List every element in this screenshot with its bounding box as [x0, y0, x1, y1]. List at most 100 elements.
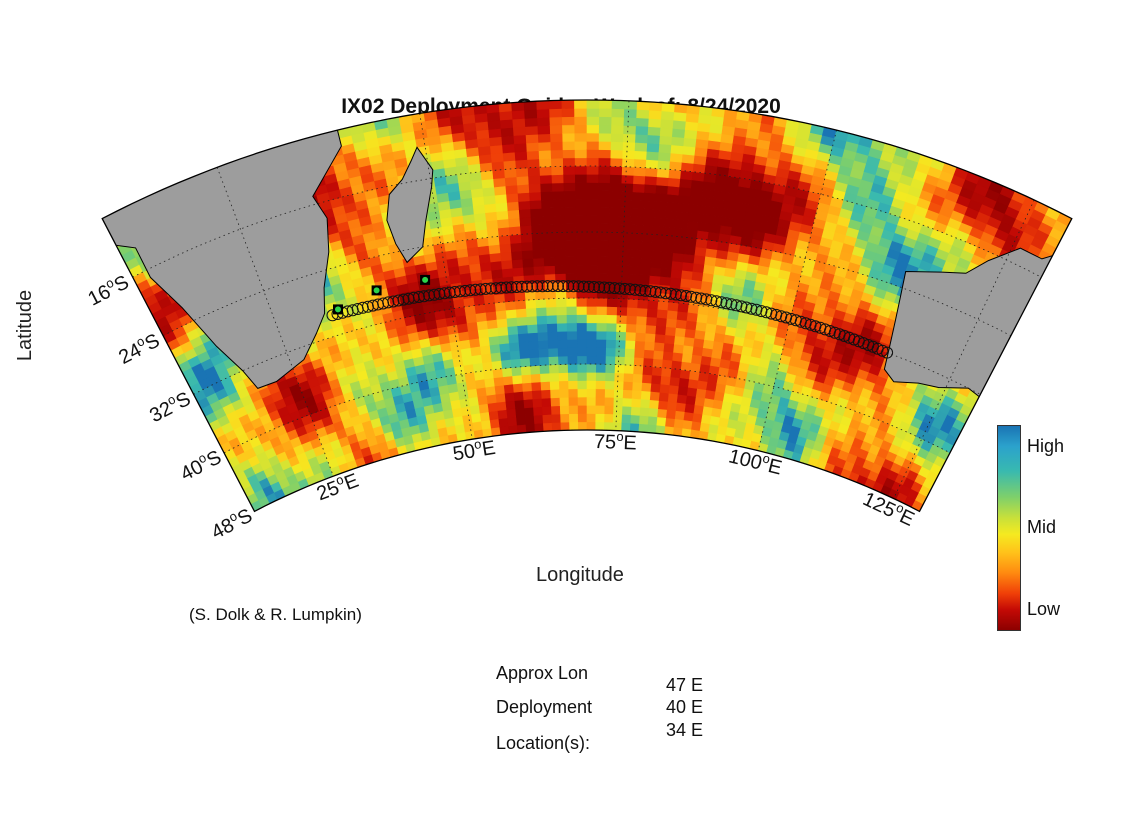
- heatmap-cell: [541, 405, 553, 416]
- heatmap-cell: [485, 211, 498, 222]
- heatmap-cell: [609, 182, 623, 192]
- heatmap-cell: [553, 215, 566, 225]
- heatmap-cell: [614, 355, 626, 366]
- heatmap-cell: [636, 109, 650, 119]
- heatmap-cell: [638, 423, 649, 433]
- heatmap-cell: [527, 332, 539, 342]
- heatmap-cell: [504, 168, 518, 179]
- heatmap-cell: [484, 203, 497, 214]
- heatmap-cell: [551, 413, 562, 423]
- heatmap-cell: [574, 165, 588, 175]
- heatmap-cell: [598, 165, 611, 175]
- heatmap-cell: [586, 124, 600, 134]
- heatmap-cell: [499, 342, 511, 353]
- heatmap-cell: [608, 240, 621, 250]
- heatmap-cell: [685, 228, 699, 239]
- heatmap-cell: [646, 142, 660, 153]
- heatmap-cell: [468, 254, 481, 265]
- heatmap-cell: [635, 133, 649, 144]
- heatmap-cell: [500, 127, 515, 137]
- heatmap-cell: [640, 249, 653, 260]
- heatmap-cell: [656, 317, 668, 327]
- heatmap-cell: [687, 378, 699, 389]
- heatmap-cell: [614, 364, 626, 374]
- heatmap-cell: [552, 198, 565, 209]
- heatmap-cell: [541, 397, 552, 407]
- heatmap-cell: [552, 190, 565, 200]
- heatmap-cell: [563, 198, 577, 208]
- heatmap-cell: [586, 305, 598, 315]
- heatmap-cell: [677, 203, 690, 214]
- heatmap-cell: [658, 143, 672, 154]
- heatmap-cell: [479, 411, 491, 422]
- heatmap-cell: [482, 186, 496, 197]
- heatmap-cell: [525, 299, 537, 309]
- heatmap-cell: [586, 322, 598, 332]
- heatmap-cell: [574, 100, 588, 109]
- heatmap-cell: [623, 381, 634, 391]
- heatmap-cell: [675, 402, 687, 413]
- heatmap-cell: [545, 298, 557, 308]
- heatmap-cell: [607, 256, 620, 266]
- heatmap-cell: [484, 377, 496, 388]
- heatmap-cell: [598, 116, 613, 126]
- heatmap-cell: [509, 234, 522, 244]
- heatmap-cell: [575, 207, 588, 216]
- heatmap-cell: [532, 249, 545, 259]
- heatmap-cell: [653, 349, 665, 360]
- heatmap-cell: [596, 347, 607, 357]
- heatmap-cell: [607, 289, 619, 299]
- heatmap-cell: [678, 186, 692, 197]
- heatmap-cell: [575, 223, 588, 233]
- heatmap-cell: [623, 108, 638, 119]
- heatmap-cell: [498, 417, 509, 428]
- heatmap-cell: [682, 419, 694, 430]
- heatmap-cell: [586, 100, 600, 109]
- heatmap-cell: [566, 322, 578, 332]
- heatmap-cell: [503, 159, 517, 170]
- heatmap-cell: [550, 141, 564, 151]
- heatmap-cell: [489, 144, 504, 155]
- heatmap-cell: [540, 381, 551, 391]
- heatmap-cell: [472, 204, 486, 215]
- heatmap-cell: [494, 301, 507, 312]
- heatmap-cell: [480, 269, 493, 280]
- heatmap-cell: [564, 231, 577, 241]
- heatmap-cell: [508, 341, 521, 352]
- heatmap-cell: [522, 266, 535, 276]
- heatmap-cell: [537, 116, 551, 127]
- heatmap-cell: [516, 423, 527, 434]
- heatmap-cell: [603, 421, 614, 431]
- heatmap-cell: [551, 174, 565, 184]
- heatmap-cell: [562, 132, 576, 142]
- heatmap-cell: [586, 132, 600, 142]
- heatmap-cell: [682, 261, 695, 272]
- heatmap-cell: [485, 385, 497, 396]
- heatmap-cell: [511, 366, 523, 377]
- heatmap-cell: [550, 157, 564, 167]
- heatmap-cell: [656, 416, 667, 427]
- heatmap-cell: [540, 372, 551, 383]
- heatmap-cell: [480, 170, 494, 181]
- heatmap-cell: [562, 140, 576, 151]
- heatmap-cell: [540, 191, 554, 201]
- heatmap-cell: [664, 334, 676, 345]
- heatmap-cell: [597, 198, 611, 208]
- heatmap-cell: [531, 381, 542, 392]
- heatmap-cell: [647, 299, 659, 310]
- heatmap-cell: [537, 323, 549, 333]
- heatmap-cell: [620, 191, 634, 201]
- heatmap-cell: [622, 133, 637, 143]
- heatmap-cell: [586, 330, 598, 340]
- heatmap-cell: [681, 153, 696, 164]
- heatmap-cell: [586, 207, 599, 216]
- heatmap-cell: [577, 421, 588, 431]
- heatmap-cell: [483, 194, 497, 205]
- heatmap-cell: [692, 345, 704, 357]
- heatmap-cell: [568, 404, 579, 415]
- heatmap-cell: [493, 376, 505, 387]
- heatmap-cell: [504, 391, 516, 402]
- heatmap-cell: [631, 199, 645, 210]
- heatmap-cell: [665, 210, 678, 221]
- heatmap-cell: [649, 266, 662, 277]
